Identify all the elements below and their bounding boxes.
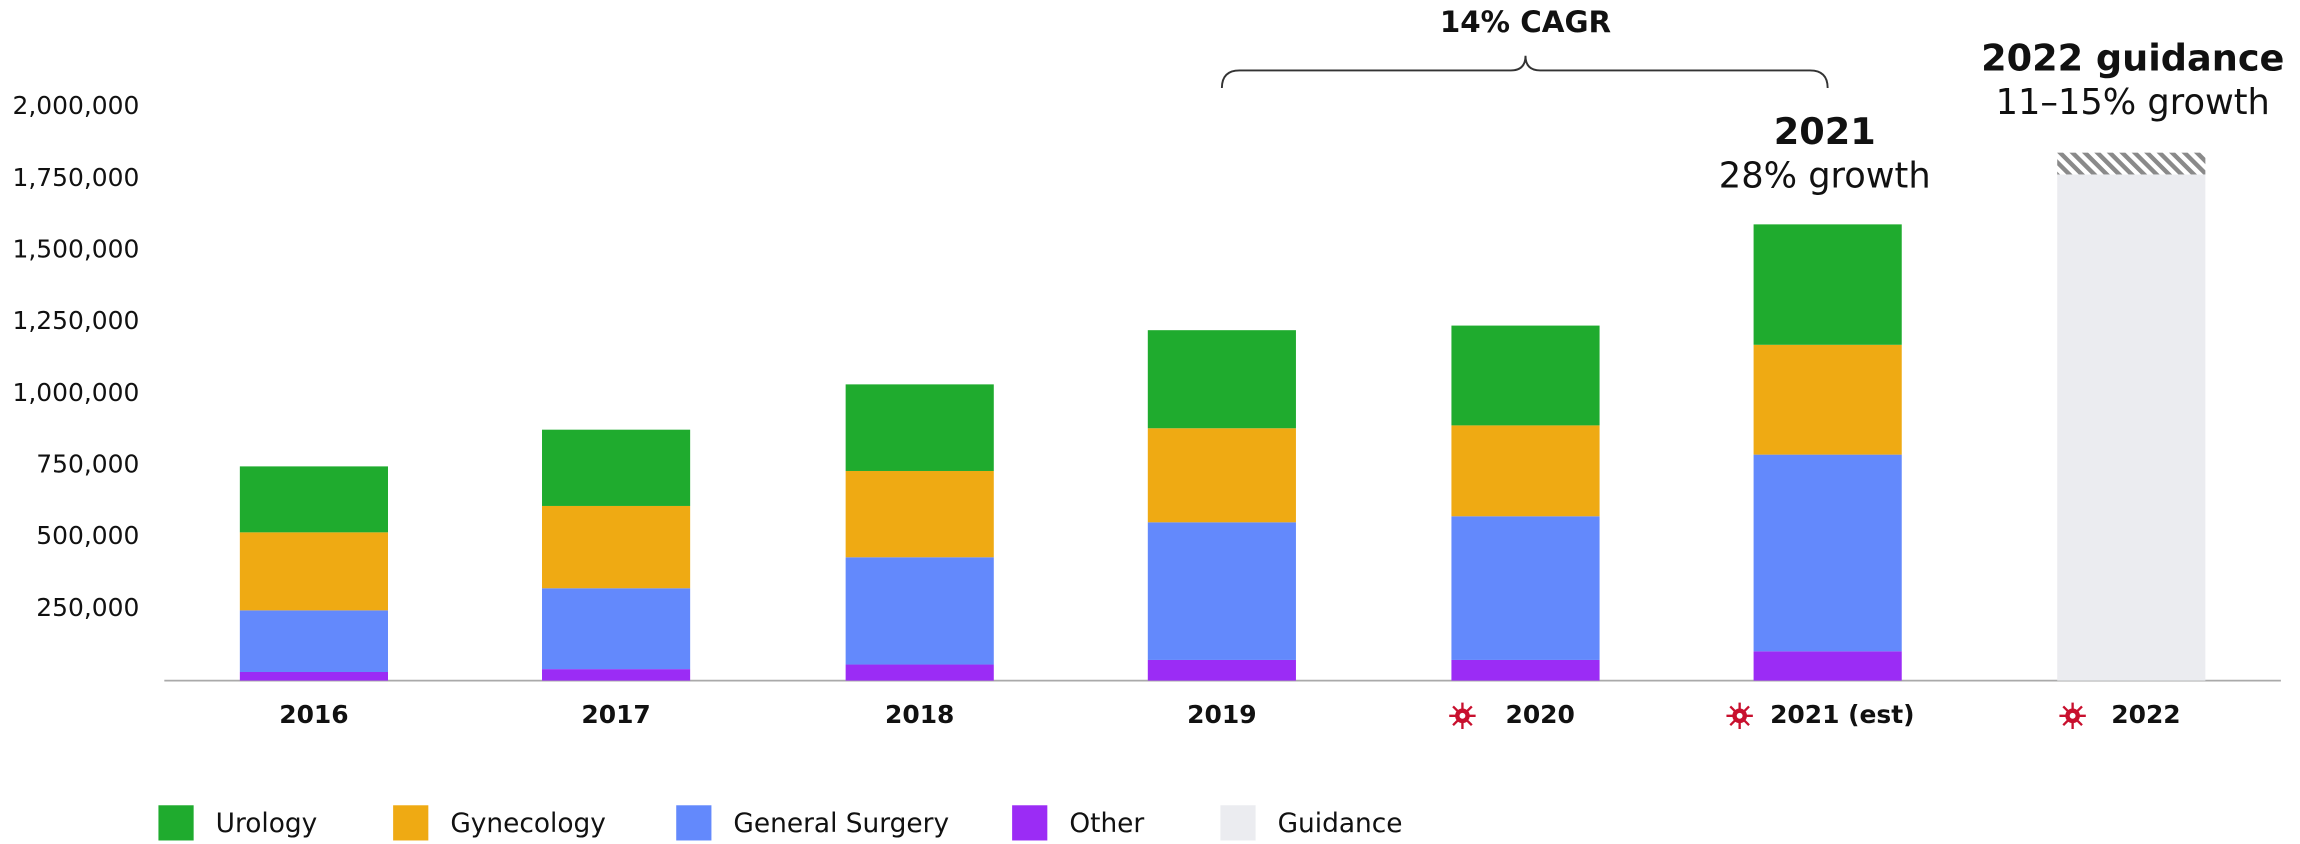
annotation-sub: 11–15% growth (1996, 82, 2270, 123)
bar-segment (239, 671, 388, 681)
annotation-sub: 28% growth (1719, 155, 1931, 196)
bar-segment (1451, 659, 1600, 681)
x-tick-label: 2016 (279, 700, 348, 729)
bar-segment (542, 669, 691, 681)
legend-label: Guidance (1278, 808, 1403, 839)
bar-segment (845, 470, 994, 558)
bar-segment (239, 532, 388, 611)
x-tick-label: 2020 (1505, 700, 1574, 729)
cagr-brace (1220, 55, 1829, 89)
bar-segment (1451, 425, 1600, 517)
legend-label: Other (1069, 808, 1144, 839)
x-tick-label: 2019 (1187, 700, 1256, 729)
bar-segment (2057, 174, 2206, 681)
bar-segment (1147, 330, 1296, 429)
annotation-title: 2022 guidance (1981, 37, 2284, 80)
x-tick-label: 2021 (est) (1770, 700, 1914, 729)
y-tick-label: 750,000 (36, 450, 139, 479)
y-tick-label: 2,000,000 (13, 91, 140, 120)
y-tick-label: 250,000 (36, 593, 139, 622)
bar-segment (1753, 651, 1902, 681)
legend-label: General Surgery (733, 808, 949, 839)
icon (2058, 701, 2087, 731)
bar-segment (542, 429, 691, 506)
y-tick-label: 500,000 (36, 521, 139, 550)
bar-segment (1147, 428, 1296, 523)
bar-segment (845, 557, 994, 665)
guidance-range (2057, 152, 2206, 175)
legend-swatch (676, 805, 712, 841)
legend-swatch (158, 805, 194, 841)
bar-segment (845, 384, 994, 471)
x-tick-label: 2022 (2111, 700, 2180, 729)
icon (1448, 701, 1477, 731)
legend-swatch (1220, 805, 1256, 841)
bar-segment (1147, 659, 1296, 681)
legend-swatch (1012, 805, 1048, 841)
bar-segment (542, 588, 691, 670)
x-tick-label: 2017 (581, 700, 650, 729)
y-tick-label: 1,500,000 (13, 234, 140, 263)
x-tick-label: 2018 (885, 700, 954, 729)
bar-segment (239, 466, 388, 533)
bar-segment (1451, 325, 1600, 426)
cagr-label: 14% CAGR (1440, 5, 1611, 39)
legend-label: Urology (216, 808, 318, 839)
icon (1725, 701, 1755, 731)
y-tick-label: 1,250,000 (13, 306, 140, 335)
bar-segment (1753, 224, 1902, 345)
legend-label: Gynecology (450, 808, 606, 839)
y-tick-label: 1,000,000 (13, 378, 140, 407)
y-tick-label: 1,750,000 (13, 163, 140, 192)
bar-segment (1753, 454, 1902, 652)
bar-segment (1753, 344, 1902, 455)
annotation-title: 2021 (1774, 110, 1876, 153)
bar-segment (845, 664, 994, 681)
bar-segment (542, 505, 691, 589)
bar-segment (1451, 516, 1600, 660)
bar-segment (239, 610, 388, 672)
bar-segment (1147, 522, 1296, 660)
legend-swatch (393, 805, 429, 841)
